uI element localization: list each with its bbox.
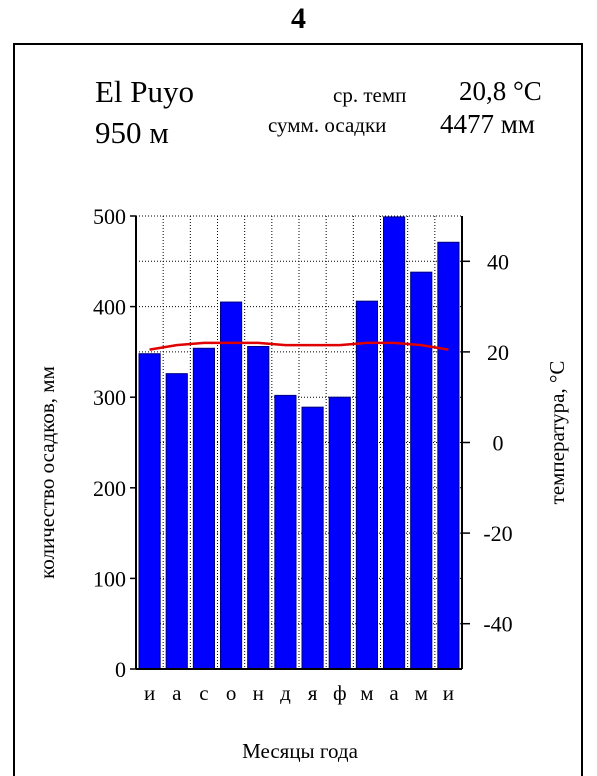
- month-label: а: [172, 681, 182, 705]
- precip-bar: [138, 353, 161, 670]
- precip-bar: [192, 347, 215, 670]
- total-precip-label: сумм. осадки: [268, 113, 387, 137]
- x-axis-title: Месяцы года: [242, 739, 358, 763]
- temp-tick-label: 0: [493, 431, 504, 456]
- month-label: и: [443, 681, 454, 705]
- y2-axis-title: температура, °C: [545, 361, 569, 505]
- precip-bar: [165, 373, 188, 670]
- month-label: о: [226, 681, 237, 705]
- precip-bars: [138, 216, 460, 670]
- precip-bar: [328, 396, 351, 670]
- y-axis-title: количество осадков, мм: [35, 366, 59, 579]
- mean-temp-value: 20,8 °C: [459, 76, 542, 106]
- precip-bar: [383, 216, 406, 670]
- station-name: El Puyo: [95, 74, 195, 109]
- temp-tick-label: 20: [487, 340, 509, 365]
- precip-tick-label: 300: [93, 385, 126, 410]
- month-label: а: [389, 681, 399, 705]
- precip-bar: [355, 300, 379, 670]
- precip-bar: [437, 241, 460, 670]
- total-precip-value: 4477 мм: [440, 109, 535, 139]
- precip-tick-label: 100: [93, 566, 126, 591]
- precip-tick-label: 0: [115, 657, 126, 682]
- temp-line: [149, 341, 449, 351]
- mean-temp-label: ср. темп: [333, 83, 407, 107]
- month-label: м: [360, 681, 373, 705]
- precip-bar: [301, 406, 324, 670]
- temp-tick-label: 40: [487, 249, 509, 274]
- chart-frame: [13, 43, 583, 776]
- month-label: д: [280, 681, 291, 705]
- month-label: и: [144, 681, 155, 705]
- month-label: м: [415, 681, 428, 705]
- precip-bar: [247, 345, 270, 670]
- precip-tick-label: 500: [93, 204, 126, 229]
- station-elevation: 950 м: [95, 115, 169, 150]
- precip-bar: [220, 301, 243, 670]
- precip-tick-label: 200: [93, 476, 126, 501]
- month-label: с: [199, 681, 208, 705]
- temp-tick-label: -40: [483, 612, 512, 637]
- temp-line-group: [149, 341, 449, 351]
- temp-tick-label: -20: [483, 521, 512, 546]
- precip-bar: [410, 271, 433, 670]
- month-label: н: [253, 681, 264, 705]
- precip-bar: [274, 394, 297, 670]
- month-label: ф: [333, 681, 347, 705]
- axes: [130, 215, 470, 670]
- panel-number: 4: [291, 2, 306, 35]
- precip-tick-label: 400: [93, 295, 126, 320]
- month-label: я: [308, 681, 318, 705]
- grid-lines: [135, 215, 463, 670]
